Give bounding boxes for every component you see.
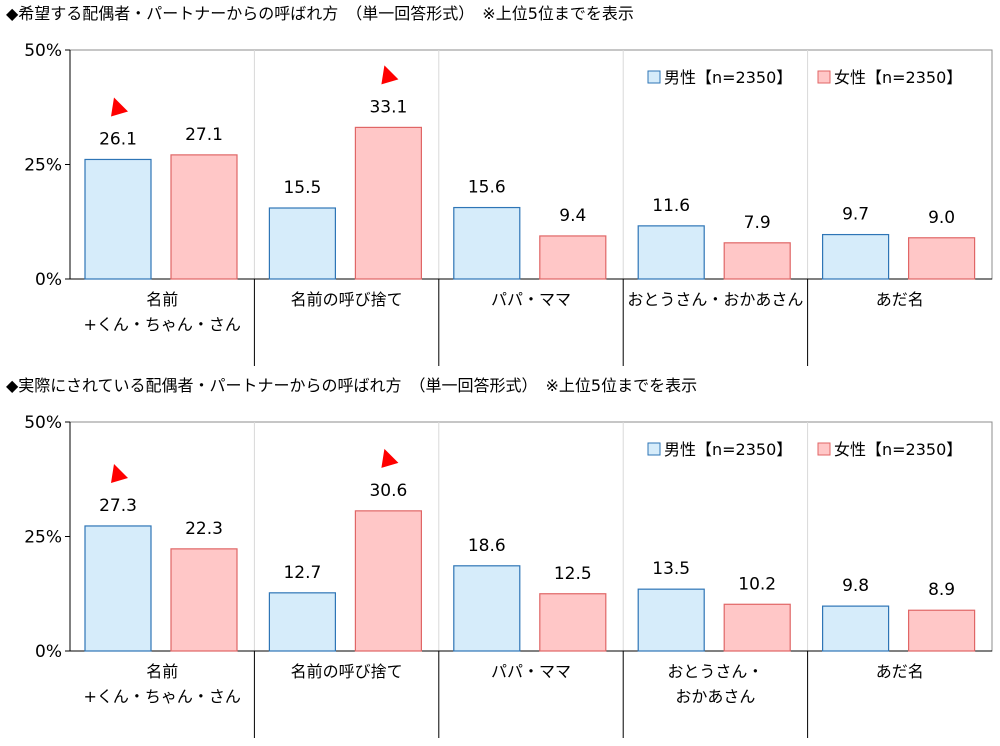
data-label: 30.6 — [369, 481, 407, 501]
chart-title: ◆希望する配偶者・パートナーからの呼ばれ方 （単一回答形式） ※上位5位までを表… — [6, 4, 634, 23]
chart-panel-desired: ◆希望する配偶者・パートナーからの呼ばれ方 （単一回答形式） ※上位5位までを表… — [0, 0, 1000, 372]
legend-swatch-male — [647, 442, 661, 456]
bar-female — [539, 235, 607, 280]
category-label: おとうさん・おかあさん — [627, 290, 803, 309]
bar-male — [84, 158, 152, 280]
bar-female — [170, 548, 238, 652]
highlight-marker — [111, 97, 128, 117]
data-label: 9.0 — [928, 208, 955, 228]
bar-male — [821, 605, 890, 652]
bar-female — [723, 603, 791, 652]
data-label: 9.4 — [559, 206, 586, 226]
category-label: おとうさん・ — [667, 662, 763, 681]
data-label: 22.3 — [185, 519, 223, 539]
bar-female — [170, 154, 238, 280]
bar-male — [453, 206, 521, 280]
bar-female — [907, 609, 976, 652]
data-label: 11.6 — [652, 196, 690, 216]
bar-chart-actual: 0% 25% 50% 27.3 12.7 18.6 13.5 9.8 22.3 30.6 12.5 1… — [24, 413, 993, 738]
category-label: あだ名 — [876, 662, 924, 681]
bar-female — [723, 242, 791, 280]
category-label: 名前の呼び捨て — [291, 662, 403, 681]
y-tick-label: 0% — [35, 642, 62, 662]
data-label: 27.1 — [185, 125, 223, 145]
highlight-marker — [381, 65, 399, 85]
data-label: 7.9 — [744, 213, 771, 233]
bar-female — [907, 237, 976, 280]
bar-male — [821, 233, 890, 280]
data-label: 26.1 — [99, 129, 137, 149]
bar-male — [268, 207, 336, 280]
bar-male — [268, 592, 336, 652]
chart-title: ◆実際にされている配偶者・パートナーからの呼ばれ方 （単一回答形式） ※上位5位… — [6, 376, 698, 395]
category-label: 名前 — [146, 290, 178, 309]
category-label: 名前 — [146, 662, 178, 681]
data-label: 33.1 — [369, 97, 407, 117]
category-label: +くん・ちゃん・さん — [83, 687, 240, 706]
data-label: 27.3 — [99, 496, 137, 516]
data-label: 10.2 — [738, 574, 776, 594]
bar-female — [539, 593, 607, 652]
category-label: おかあさん — [675, 687, 755, 706]
data-label: 15.5 — [283, 178, 321, 198]
data-label: 8.9 — [928, 580, 955, 600]
category-label: パパ・ママ — [491, 662, 571, 681]
category-label: あだ名 — [876, 290, 924, 309]
bar-male — [637, 225, 705, 280]
data-label: 12.5 — [554, 564, 592, 584]
y-tick-label: 50% — [24, 413, 62, 433]
bar-female — [354, 510, 422, 652]
category-label: パパ・ママ — [491, 290, 571, 309]
legend-label-male: 男性【n=2350】 — [664, 68, 792, 87]
bar-female — [354, 126, 422, 280]
y-tick-label: 50% — [24, 41, 62, 61]
bar-male — [84, 525, 152, 652]
y-tick-label: 25% — [24, 528, 62, 548]
y-tick-label: 0% — [35, 270, 62, 290]
bar-male — [637, 588, 705, 652]
highlight-marker — [381, 448, 399, 468]
y-tick-label: 25% — [24, 156, 62, 176]
legend-swatch-female — [817, 70, 831, 84]
data-label: 9.8 — [842, 576, 869, 596]
bar-male — [453, 565, 521, 652]
chart-panel-actual: ◆実際にされている配偶者・パートナーからの呼ばれ方 （単一回答形式） ※上位5位… — [0, 372, 1000, 746]
highlight-marker — [111, 463, 128, 483]
data-label: 12.7 — [283, 563, 321, 583]
legend-swatch-male — [647, 70, 661, 84]
data-label: 13.5 — [652, 559, 690, 579]
data-label: 15.6 — [468, 178, 506, 198]
data-label: 18.6 — [468, 536, 506, 556]
legend-label-female: 女性【n=2350】 — [834, 440, 962, 459]
legend-label-female: 女性【n=2350】 — [834, 68, 962, 87]
data-label: 9.7 — [842, 205, 869, 225]
legend-label-male: 男性【n=2350】 — [664, 440, 792, 459]
category-label: +くん・ちゃん・さん — [83, 315, 240, 334]
legend-swatch-female — [817, 442, 831, 456]
category-label: 名前の呼び捨て — [291, 290, 403, 309]
bar-chart-desired: 0% 25% 50% 26.1 15.5 15.6 11.6 9.7 27.1 33.1 9.4 7.… — [24, 41, 993, 366]
